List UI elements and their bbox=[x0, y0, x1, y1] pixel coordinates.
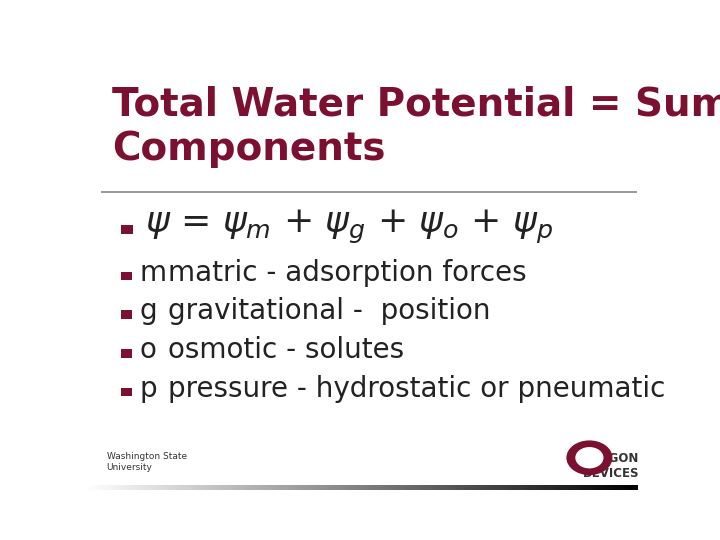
Text: o: o bbox=[139, 336, 156, 364]
Text: Total Water Potential = Sum of
Components: Total Water Potential = Sum of Component… bbox=[112, 85, 720, 167]
Text: DECAGON
DEVICES: DECAGON DEVICES bbox=[575, 453, 639, 480]
Text: pressure - hydrostatic or pneumatic: pressure - hydrostatic or pneumatic bbox=[168, 375, 665, 403]
Text: matric - adsorption forces: matric - adsorption forces bbox=[168, 259, 527, 287]
Text: osmotic - solutes: osmotic - solutes bbox=[168, 336, 404, 364]
FancyBboxPatch shape bbox=[121, 272, 132, 280]
FancyBboxPatch shape bbox=[121, 225, 133, 234]
Circle shape bbox=[576, 448, 603, 468]
FancyBboxPatch shape bbox=[121, 388, 132, 396]
Text: Washington State
University: Washington State University bbox=[107, 453, 187, 472]
Text: p: p bbox=[139, 375, 157, 403]
Text: $\psi$ = $\psi_m$ + $\psi_g$ + $\psi_o$ + $\psi_p$: $\psi$ = $\psi_m$ + $\psi_g$ + $\psi_o$ … bbox=[145, 208, 553, 246]
FancyBboxPatch shape bbox=[121, 349, 132, 357]
FancyBboxPatch shape bbox=[121, 310, 132, 319]
Text: g: g bbox=[139, 298, 157, 326]
Text: m: m bbox=[139, 259, 166, 287]
Circle shape bbox=[567, 441, 612, 474]
Text: gravitational -  position: gravitational - position bbox=[168, 298, 490, 326]
